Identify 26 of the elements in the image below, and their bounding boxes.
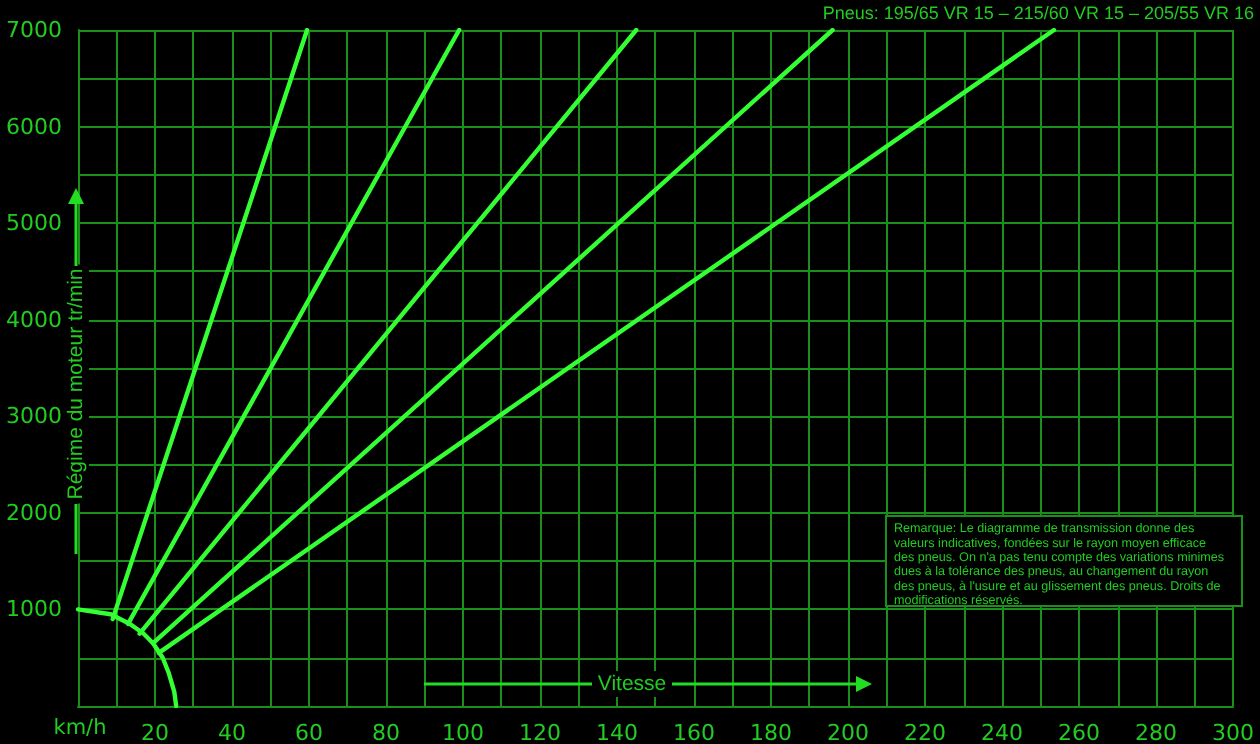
x-tick-label: 200 bbox=[827, 720, 869, 744]
x-tick-label: 100 bbox=[441, 720, 484, 744]
y-tick-label: 2000 bbox=[5, 499, 62, 526]
y-tick-label: 1000 bbox=[5, 596, 62, 623]
text: km/h bbox=[53, 716, 107, 740]
x-tick-label: 160 bbox=[673, 720, 715, 744]
x-tick-label: 280 bbox=[1135, 720, 1177, 744]
x-axis-title: Vitesse bbox=[597, 672, 667, 696]
chart-title: Pneus: 195/65 VR 15 – 215/60 VR 15 – 205/55 VR 16 bbox=[822, 3, 1255, 23]
y-tick-label: 5000 bbox=[5, 210, 62, 237]
y-axis-title: Régime du moteur tr/min bbox=[64, 268, 88, 500]
x-tick-label: 260 bbox=[1058, 720, 1100, 744]
x-tick-label: 180 bbox=[750, 720, 792, 744]
y-tick-label: 4000 bbox=[5, 306, 62, 333]
x-tick-label: 80 bbox=[371, 720, 400, 744]
x-tick-label: 220 bbox=[904, 720, 946, 744]
y-tick-label: 3000 bbox=[5, 403, 62, 430]
x-tick-label: 60 bbox=[294, 720, 323, 744]
y-tick-label: 6000 bbox=[5, 113, 62, 140]
y-tick-label: 7000 bbox=[5, 17, 62, 43]
x-tick-label: 140 bbox=[596, 720, 638, 744]
x-tick-label: 240 bbox=[981, 720, 1023, 744]
x-tick-label: 120 bbox=[518, 720, 561, 744]
x-tick-label: 40 bbox=[217, 720, 246, 744]
x-tick-label: 300 bbox=[1212, 720, 1254, 744]
x-tick-label: 20 bbox=[140, 720, 169, 744]
